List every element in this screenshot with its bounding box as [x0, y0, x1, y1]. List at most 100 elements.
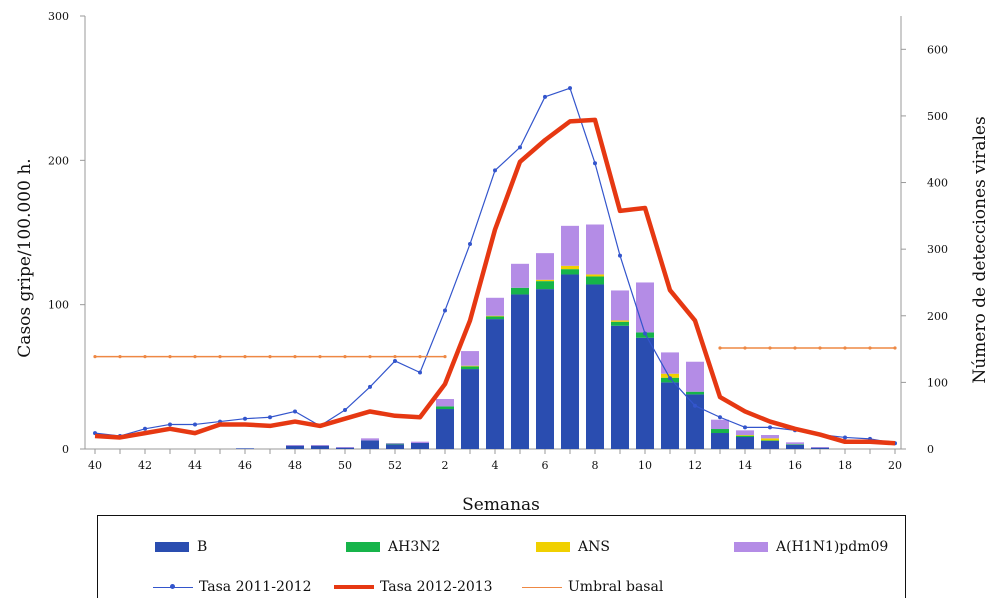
- point-umbral-basal: [118, 355, 122, 359]
- point-tasa-2011-2012: [418, 370, 422, 375]
- bar-ah3n2: [461, 366, 479, 370]
- x-tick-label: 52: [388, 459, 402, 472]
- point-tasa-2011-2012: [518, 145, 522, 150]
- y-axis-left-title: Casos gripe/100.000 h.: [15, 158, 35, 357]
- legend-label-umbral: Umbral basal: [568, 579, 664, 595]
- x-tick-label: 10: [638, 459, 652, 472]
- bar-b: [436, 409, 454, 449]
- bar-ah3n2: [711, 429, 729, 434]
- point-tasa-2011-2012: [843, 435, 847, 440]
- bar-b: [636, 337, 654, 449]
- x-tick-label: 40: [88, 459, 102, 472]
- x-tick-label: 18: [838, 459, 852, 472]
- bar-a-h1n1-pdm09: [636, 282, 654, 333]
- x-tick-label: 46: [238, 459, 252, 472]
- legend-line-tasa-2012: [334, 585, 374, 589]
- bar-ah3n2: [386, 443, 404, 445]
- point-umbral-basal: [768, 346, 772, 350]
- legend-swatch-ah3n2: [346, 542, 380, 552]
- legend-item-umbral: Umbral basal: [522, 579, 663, 595]
- bar-b: [311, 445, 329, 449]
- point-tasa-2011-2012: [768, 425, 772, 430]
- x-tick-label: 4: [492, 459, 499, 472]
- bar-ans: [561, 265, 579, 270]
- legend-line-umbral: [522, 586, 562, 588]
- point-tasa-2011-2012: [143, 426, 147, 431]
- legend-swatch-h1n1: [734, 542, 768, 552]
- bar-ah3n2: [436, 406, 454, 410]
- bar-ans: [536, 279, 554, 282]
- point-umbral-basal: [818, 346, 822, 350]
- point-umbral-basal: [443, 355, 447, 359]
- bar-b: [686, 394, 704, 449]
- point-tasa-2011-2012: [243, 416, 247, 421]
- point-umbral-basal: [793, 346, 797, 350]
- bar-ans: [486, 315, 504, 317]
- point-umbral-basal: [343, 355, 347, 359]
- bar-b: [411, 443, 429, 449]
- point-umbral-basal: [893, 346, 897, 350]
- y-right-tick-label: 300: [927, 243, 948, 256]
- bar-ah3n2: [686, 391, 704, 395]
- point-umbral-basal: [368, 355, 372, 359]
- y-left-tick-label: 200: [48, 154, 69, 167]
- bar-ah3n2: [536, 281, 554, 290]
- x-tick-label: 8: [592, 459, 599, 472]
- legend-label-ah3n2: AH3N2: [388, 539, 441, 555]
- bar-b: [286, 445, 304, 449]
- y-left-tick-label: 100: [48, 299, 69, 312]
- point-tasa-2011-2012: [393, 358, 397, 363]
- bar-a-h1n1-pdm09: [811, 447, 829, 448]
- y-left-tick-label: 300: [48, 10, 69, 23]
- bar-a-h1n1-pdm09: [386, 443, 404, 444]
- bar-a-h1n1-pdm09: [586, 224, 604, 275]
- bar-a-h1n1-pdm09: [736, 430, 754, 436]
- point-tasa-2011-2012: [693, 403, 697, 408]
- bar-b: [561, 274, 579, 449]
- bar-b: [586, 284, 604, 449]
- x-tick-label: 42: [138, 459, 152, 472]
- bar-b: [461, 369, 479, 449]
- bar-a-h1n1-pdm09: [436, 399, 454, 407]
- point-umbral-basal: [268, 355, 272, 359]
- point-tasa-2011-2012: [343, 408, 347, 413]
- bar-ah3n2: [511, 287, 529, 295]
- bar-b: [236, 448, 254, 449]
- bars-group: [236, 224, 829, 449]
- bar-a-h1n1-pdm09: [761, 435, 779, 439]
- point-umbral-basal: [393, 355, 397, 359]
- bar-a-h1n1-pdm09: [336, 447, 354, 448]
- point-tasa-2011-2012: [543, 94, 547, 99]
- legend-item-h1n1: A(H1N1)pdm09: [734, 539, 888, 555]
- legend-item-ah3n2: AH3N2: [346, 539, 440, 555]
- bar-a-h1n1-pdm09: [661, 352, 679, 374]
- x-tick-label: 20: [888, 459, 902, 472]
- y-right-tick-label: 400: [927, 177, 948, 190]
- point-umbral-basal: [143, 355, 147, 359]
- point-tasa-2011-2012: [268, 415, 272, 420]
- bar-b: [811, 447, 829, 449]
- legend-item-tasa-2012: Tasa 2012-2013: [334, 579, 493, 595]
- y-right-tick-label: 100: [927, 376, 948, 389]
- x-tick-label: 6: [542, 459, 549, 472]
- point-tasa-2011-2012: [468, 242, 472, 247]
- point-umbral-basal: [318, 355, 322, 359]
- bar-b: [361, 440, 379, 449]
- bar-ans: [736, 435, 754, 436]
- x-tick-label: 48: [288, 459, 302, 472]
- bar-ah3n2: [486, 316, 504, 320]
- bar-b: [511, 294, 529, 449]
- point-tasa-2011-2012: [493, 168, 497, 173]
- bar-b: [711, 433, 729, 449]
- bar-a-h1n1-pdm09: [536, 253, 554, 280]
- legend-line-tasa-2011: [153, 583, 193, 589]
- bar-a-h1n1-pdm09: [461, 351, 479, 366]
- y-right-tick-label: 600: [927, 43, 948, 56]
- bar-b: [486, 319, 504, 449]
- bar-ans: [611, 320, 629, 322]
- bar-ah3n2: [736, 435, 754, 438]
- legend-label-b: B: [197, 539, 208, 555]
- point-tasa-2011-2012: [443, 308, 447, 313]
